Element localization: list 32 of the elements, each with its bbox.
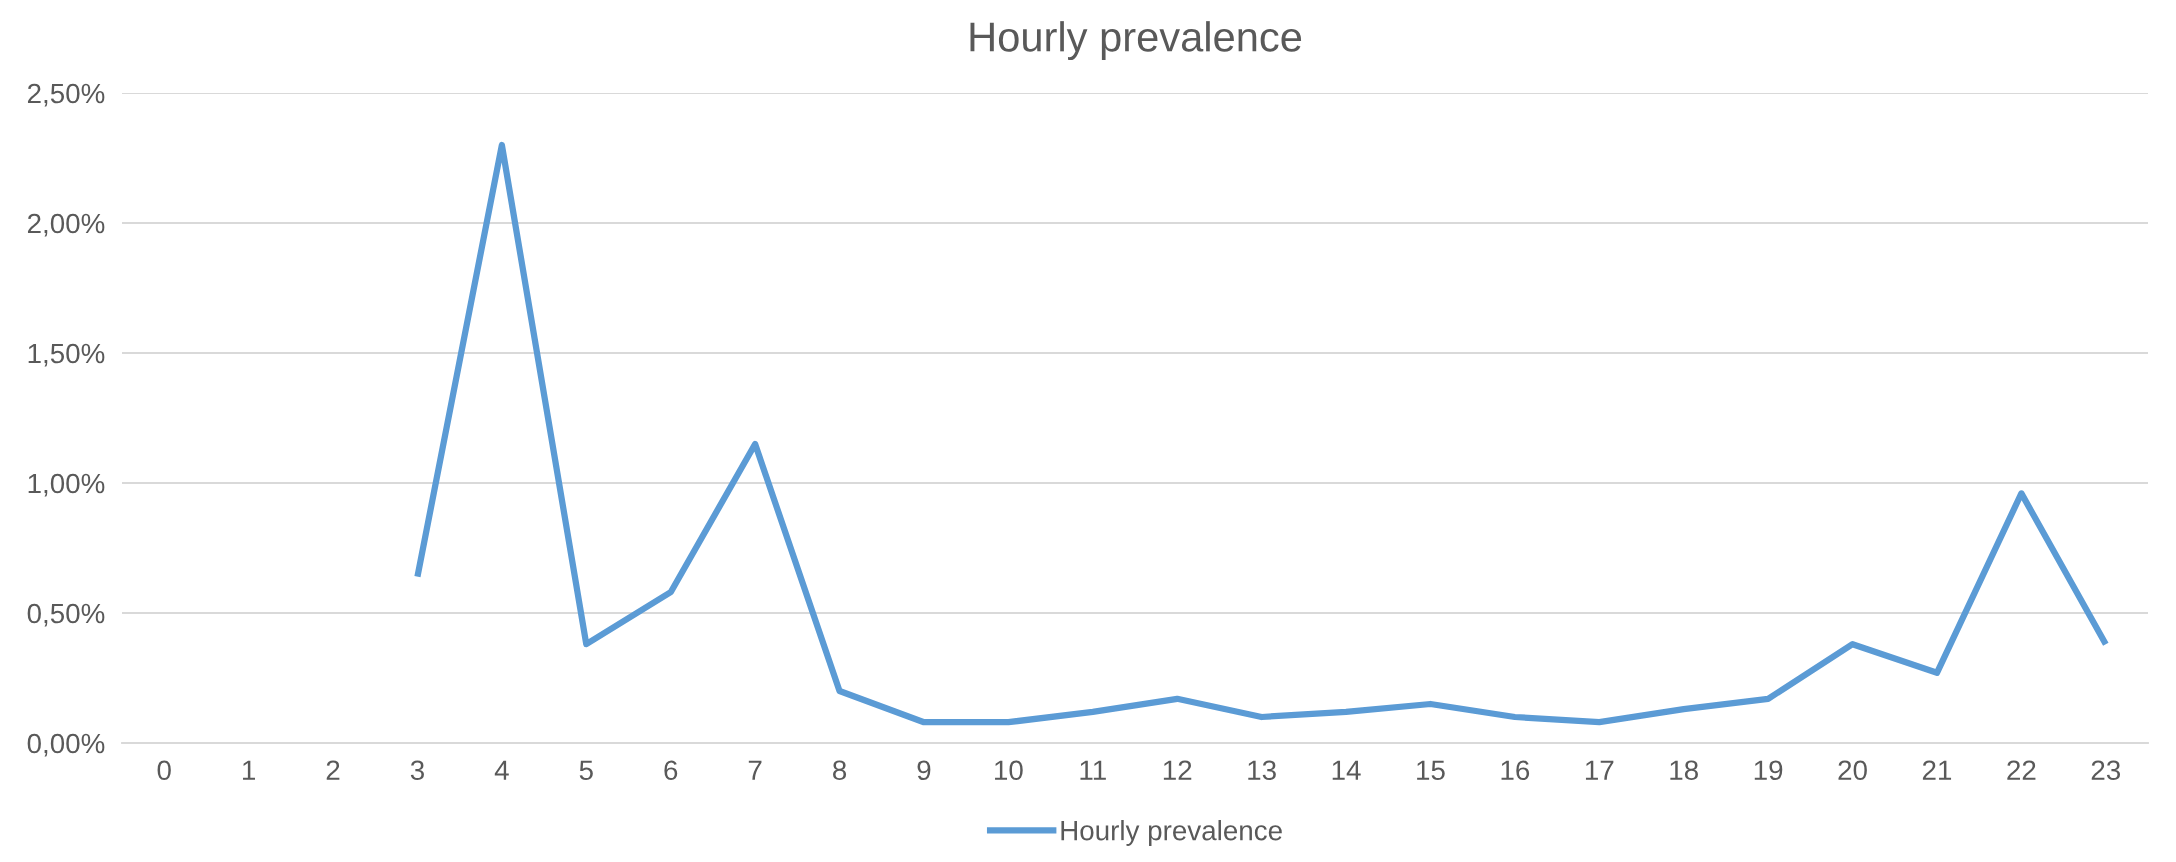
- y-tick-label: 2,50%: [27, 83, 105, 107]
- x-tick-label: 5: [579, 760, 593, 781]
- y-tick-label: 1,50%: [28, 343, 105, 367]
- x-tick-label: 10: [995, 760, 1023, 781]
- x-tick-label: 11: [1080, 760, 1106, 780]
- x-tick-label: 7: [748, 760, 762, 780]
- x-tick-label: 13: [1248, 760, 1276, 781]
- x-tick-label: 19: [1754, 760, 1783, 781]
- x-tick-label: 20: [1838, 760, 1867, 781]
- x-tick-label: 15: [1417, 760, 1445, 781]
- x-tick-label: 16: [1501, 760, 1530, 781]
- x-tick-label: 21: [1922, 760, 1952, 780]
- x-tick-label: 2: [326, 760, 340, 780]
- x-tick-label: 4: [494, 760, 509, 780]
- x-tick-label: 8: [833, 760, 847, 781]
- legend-label: Hourly prevalence: [1061, 820, 1282, 846]
- y-tick-label: 1,00%: [28, 473, 105, 497]
- x-tick-label: 22: [2007, 760, 2036, 780]
- x-tick-label: 1: [243, 760, 255, 780]
- y-tick-label: 0,50%: [27, 603, 105, 627]
- x-tick-label: 3: [410, 760, 424, 781]
- x-tick-label: 17: [1585, 760, 1614, 780]
- y-tick-label: 2,00%: [27, 213, 105, 237]
- x-tick-label: 0: [157, 760, 171, 781]
- x-tick-label: 12: [1163, 760, 1192, 780]
- x-tick-label: 14: [1332, 760, 1361, 780]
- x-tick-label: 23: [2091, 760, 2121, 781]
- x-tick-label: 18: [1670, 760, 1698, 781]
- chart-title: Hourly prevalence: [970, 21, 1302, 60]
- y-tick-label: 0,00%: [27, 733, 105, 757]
- x-tick-label: 9: [917, 760, 931, 781]
- x-tick-label: 6: [664, 760, 678, 781]
